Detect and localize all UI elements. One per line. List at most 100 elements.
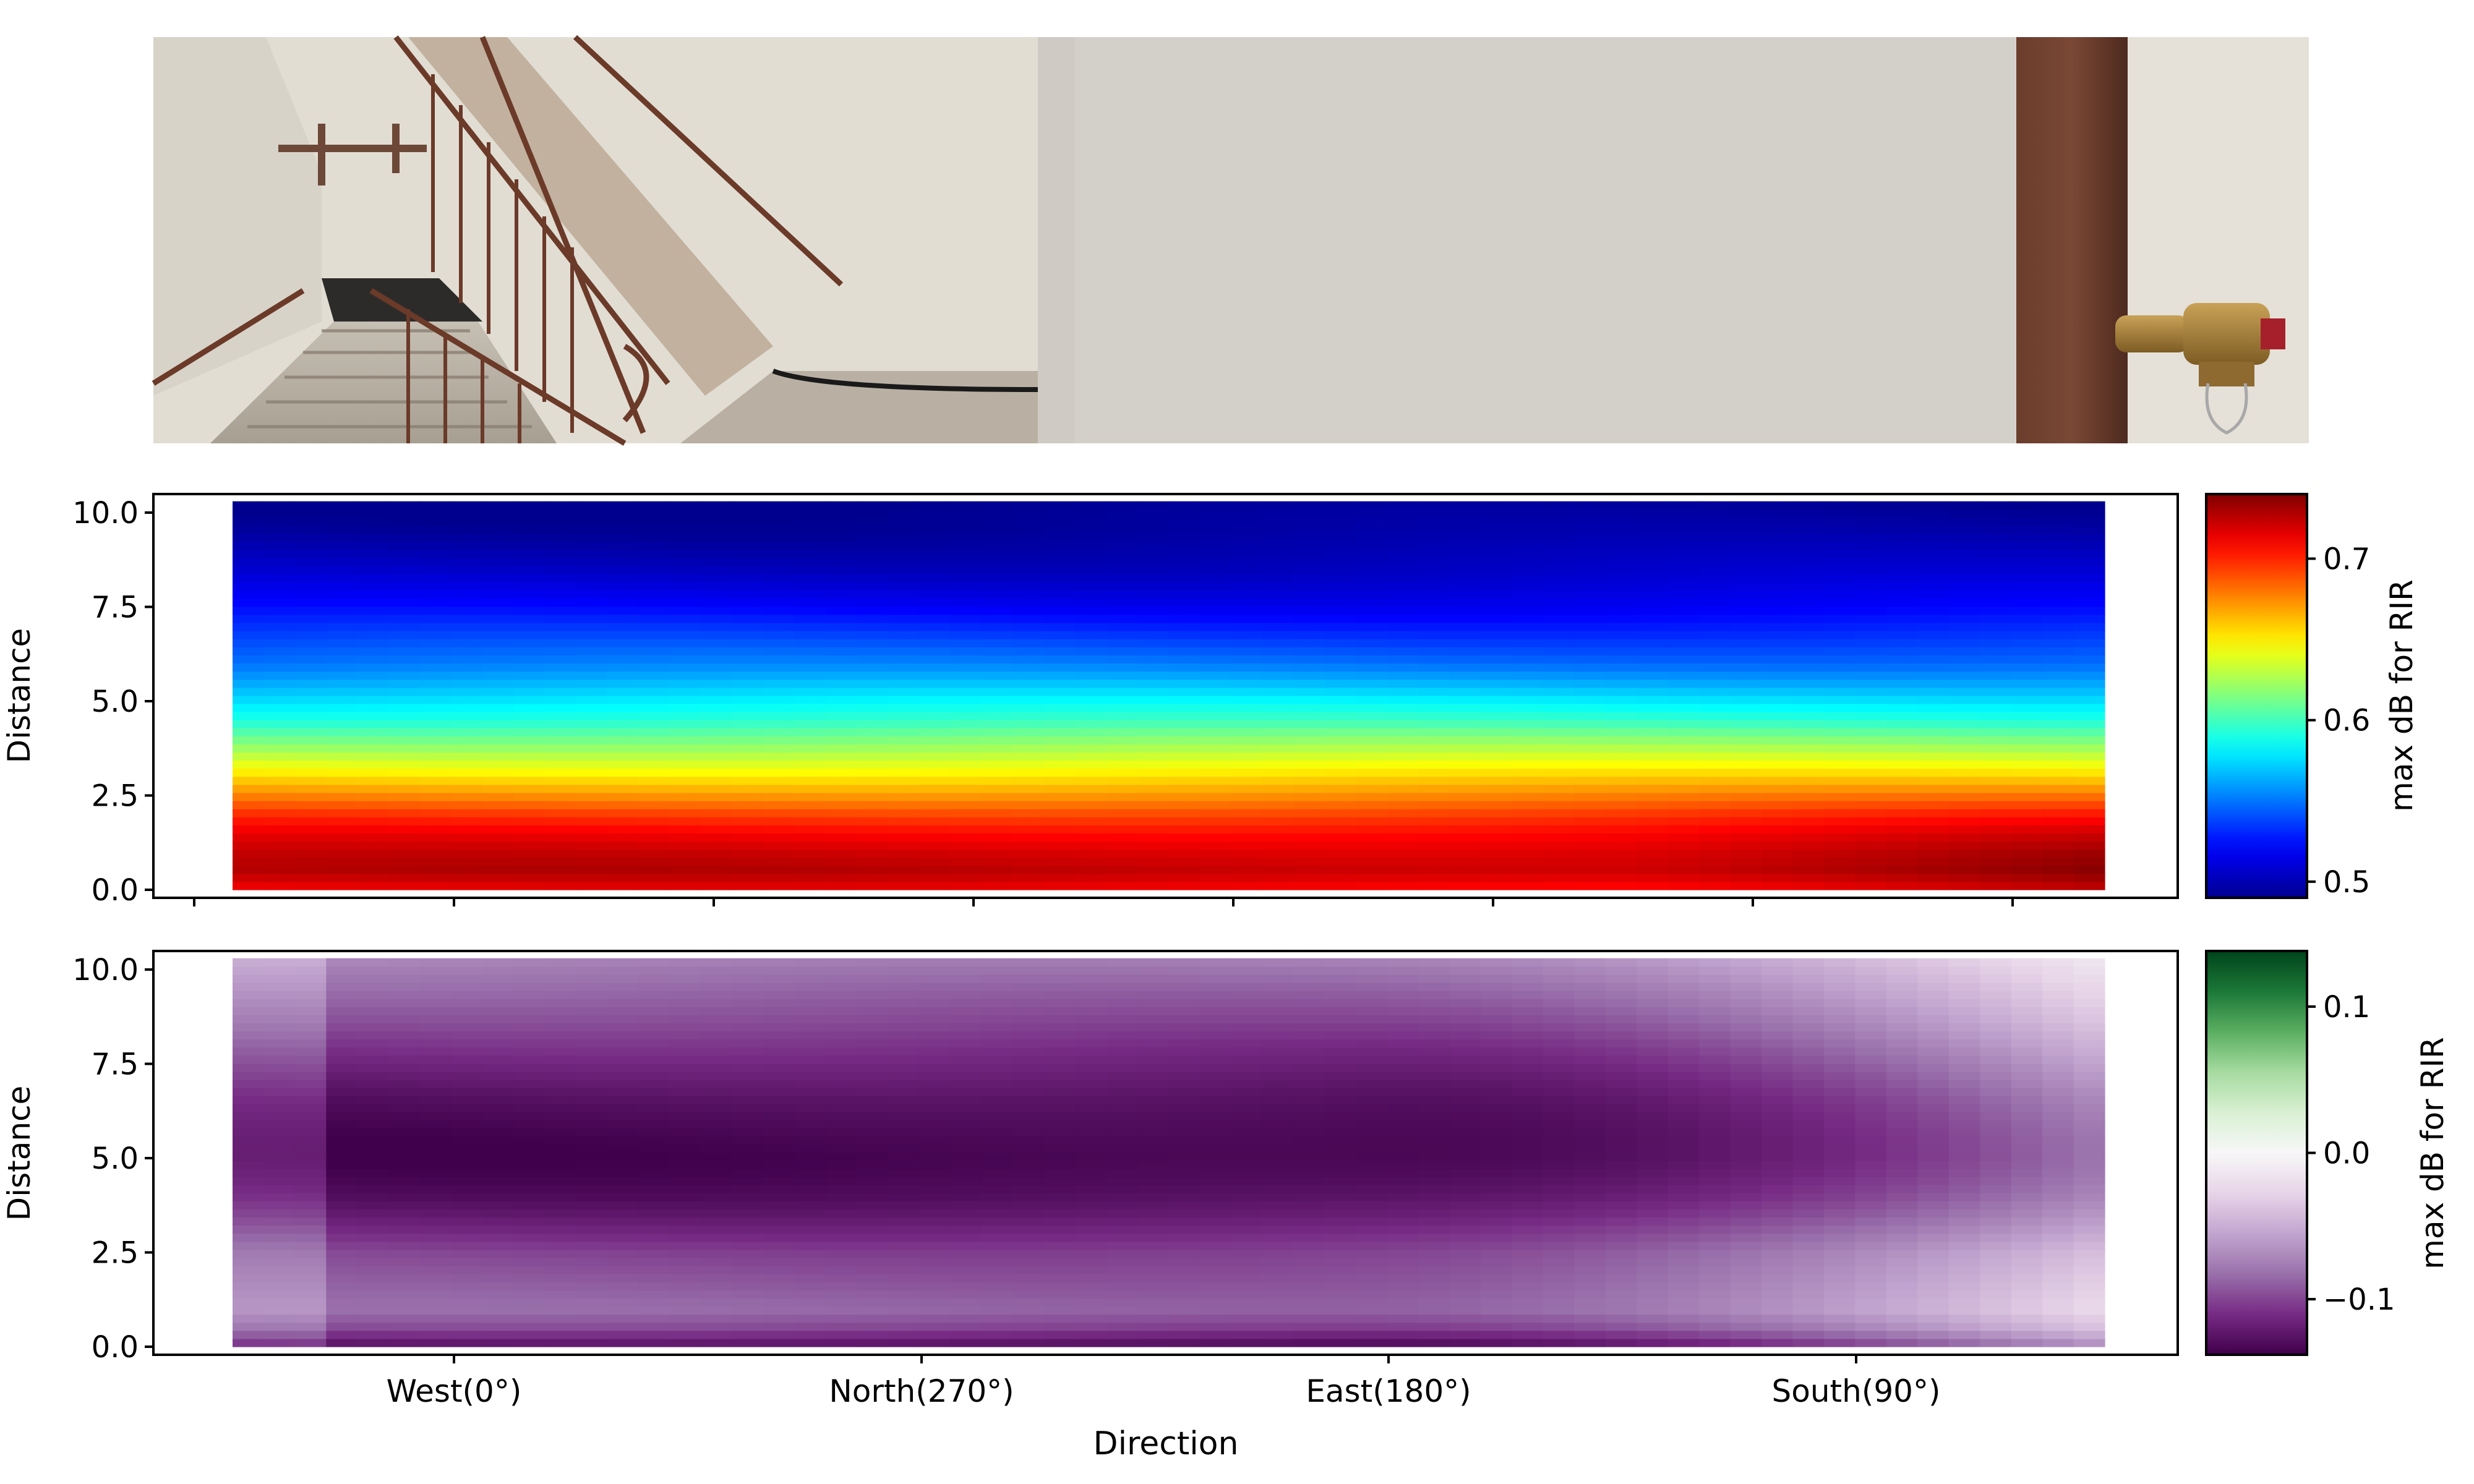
heatmap-cell [607,1322,639,1331]
heatmap-cell [1231,784,1263,793]
heatmap-cell [1823,1322,1856,1331]
heatmap-cell [825,1063,857,1072]
heatmap-cell [607,687,639,696]
heatmap-cell [607,509,639,518]
heatmap-cell [1730,655,1762,664]
heatmap-cell [981,1088,1013,1096]
heatmap-cell [326,1266,358,1274]
heatmap-cell [1980,647,2012,655]
heatmap-cell [1512,728,1544,736]
heatmap-cell [1792,792,1825,801]
heatmap-cell [669,712,701,720]
heatmap-cell [1699,501,1731,510]
heatmap-cell [1730,671,1762,680]
heatmap-cell [1543,501,1575,510]
heatmap-cell [1356,744,1388,753]
heatmap-cell [575,1193,607,1201]
heatmap-cell [794,784,826,793]
heatmap-cell [732,752,764,761]
heatmap-cell [1043,655,1076,664]
heatmap-cell [607,590,639,599]
heatmap-cell [1106,517,1138,526]
heatmap-cell [1730,720,1762,728]
heatmap-cell [981,566,1013,575]
heatmap-cell [1262,1282,1294,1290]
heatmap-cell [2073,712,2105,720]
heatmap-cell [513,542,546,550]
heatmap-cell [513,1152,546,1161]
heatmap-cell [1886,1282,1918,1290]
heatmap-cell [1730,865,1762,874]
heatmap-cell [263,671,296,680]
heatmap-cell [233,1152,265,1161]
heatmap-cell [1012,574,1045,583]
heatmap-cells-top [233,501,2105,890]
heatmap-cell [888,542,920,550]
heatmap-cell [1293,881,1325,890]
heatmap-cell [233,1290,265,1299]
heatmap-cell [419,1266,452,1274]
heatmap-cell [1667,517,1700,526]
heatmap-cell [669,1306,701,1315]
heatmap-cell [1823,1136,1856,1145]
heatmap-cell [1075,1128,1107,1137]
heatmap-cell [638,752,670,761]
heatmap-cell [1730,1160,1762,1169]
heatmap-cell [1231,631,1263,639]
heatmap-cell [1543,534,1575,542]
heatmap-cell [1012,792,1045,801]
heatmap-cell [1761,1314,1794,1323]
heatmap-cell [1293,687,1325,696]
heatmap-cell [1980,768,2012,777]
heatmap-cell [1324,776,1356,785]
heatmap-cell [544,752,576,761]
heatmap-cell [888,1306,920,1315]
heatmap-cell [1543,574,1575,583]
heatmap-cell [1043,1290,1076,1299]
heatmap-cell [419,801,452,809]
heatmap-cell [2073,1112,2105,1121]
heatmap-cell [1574,1217,1606,1226]
heatmap-cell [2073,873,2105,882]
heatmap-cell [2011,550,2043,558]
heatmap-cell [607,534,639,542]
heatmap-cell [1980,792,2012,801]
heatmap-cell [482,881,514,890]
heatmap-cell [763,1233,795,1242]
heatmap-cell [732,1152,764,1161]
heatmap-cell [607,703,639,712]
heatmap-cell [1231,1290,1263,1299]
heatmap-cell [2073,631,2105,639]
heatmap-cell [294,1322,327,1331]
heatmap-cell [1886,825,1918,834]
heatmap-cell [1231,623,1263,631]
heatmap-cell [1792,1282,1825,1290]
heatmap-cell [451,1217,483,1226]
heatmap-cell [388,865,421,874]
heatmap-cell [1980,1290,2012,1299]
heatmap-cell [1449,566,1481,575]
heatmap-cell [575,647,607,655]
heatmap-cell [981,873,1013,882]
heatmap-cell [451,1144,483,1153]
heatmap-cell [513,1144,546,1153]
heatmap-cell [1231,606,1263,615]
heatmap-cell [607,1096,639,1104]
heatmap-cell [1137,614,1170,623]
heatmap-cell [888,655,920,664]
heatmap-cell [1199,550,1231,558]
heatmap-cell [575,1136,607,1145]
heatmap-cell [794,736,826,744]
heatmap-cell [794,1274,826,1282]
heatmap-cell [1761,1338,1794,1347]
heatmap-cell [1730,631,1762,639]
heatmap-cell [1543,1104,1575,1112]
heatmap-cell [1574,525,1606,534]
heatmap-cell [825,849,857,858]
heatmap-cell [1231,1152,1263,1161]
heatmap-cell [2011,1217,2043,1226]
heatmap-cell [1637,1233,1669,1242]
heatmap-cell [1106,1071,1138,1080]
heatmap-cell [575,517,607,526]
heatmap-cell [419,679,452,688]
